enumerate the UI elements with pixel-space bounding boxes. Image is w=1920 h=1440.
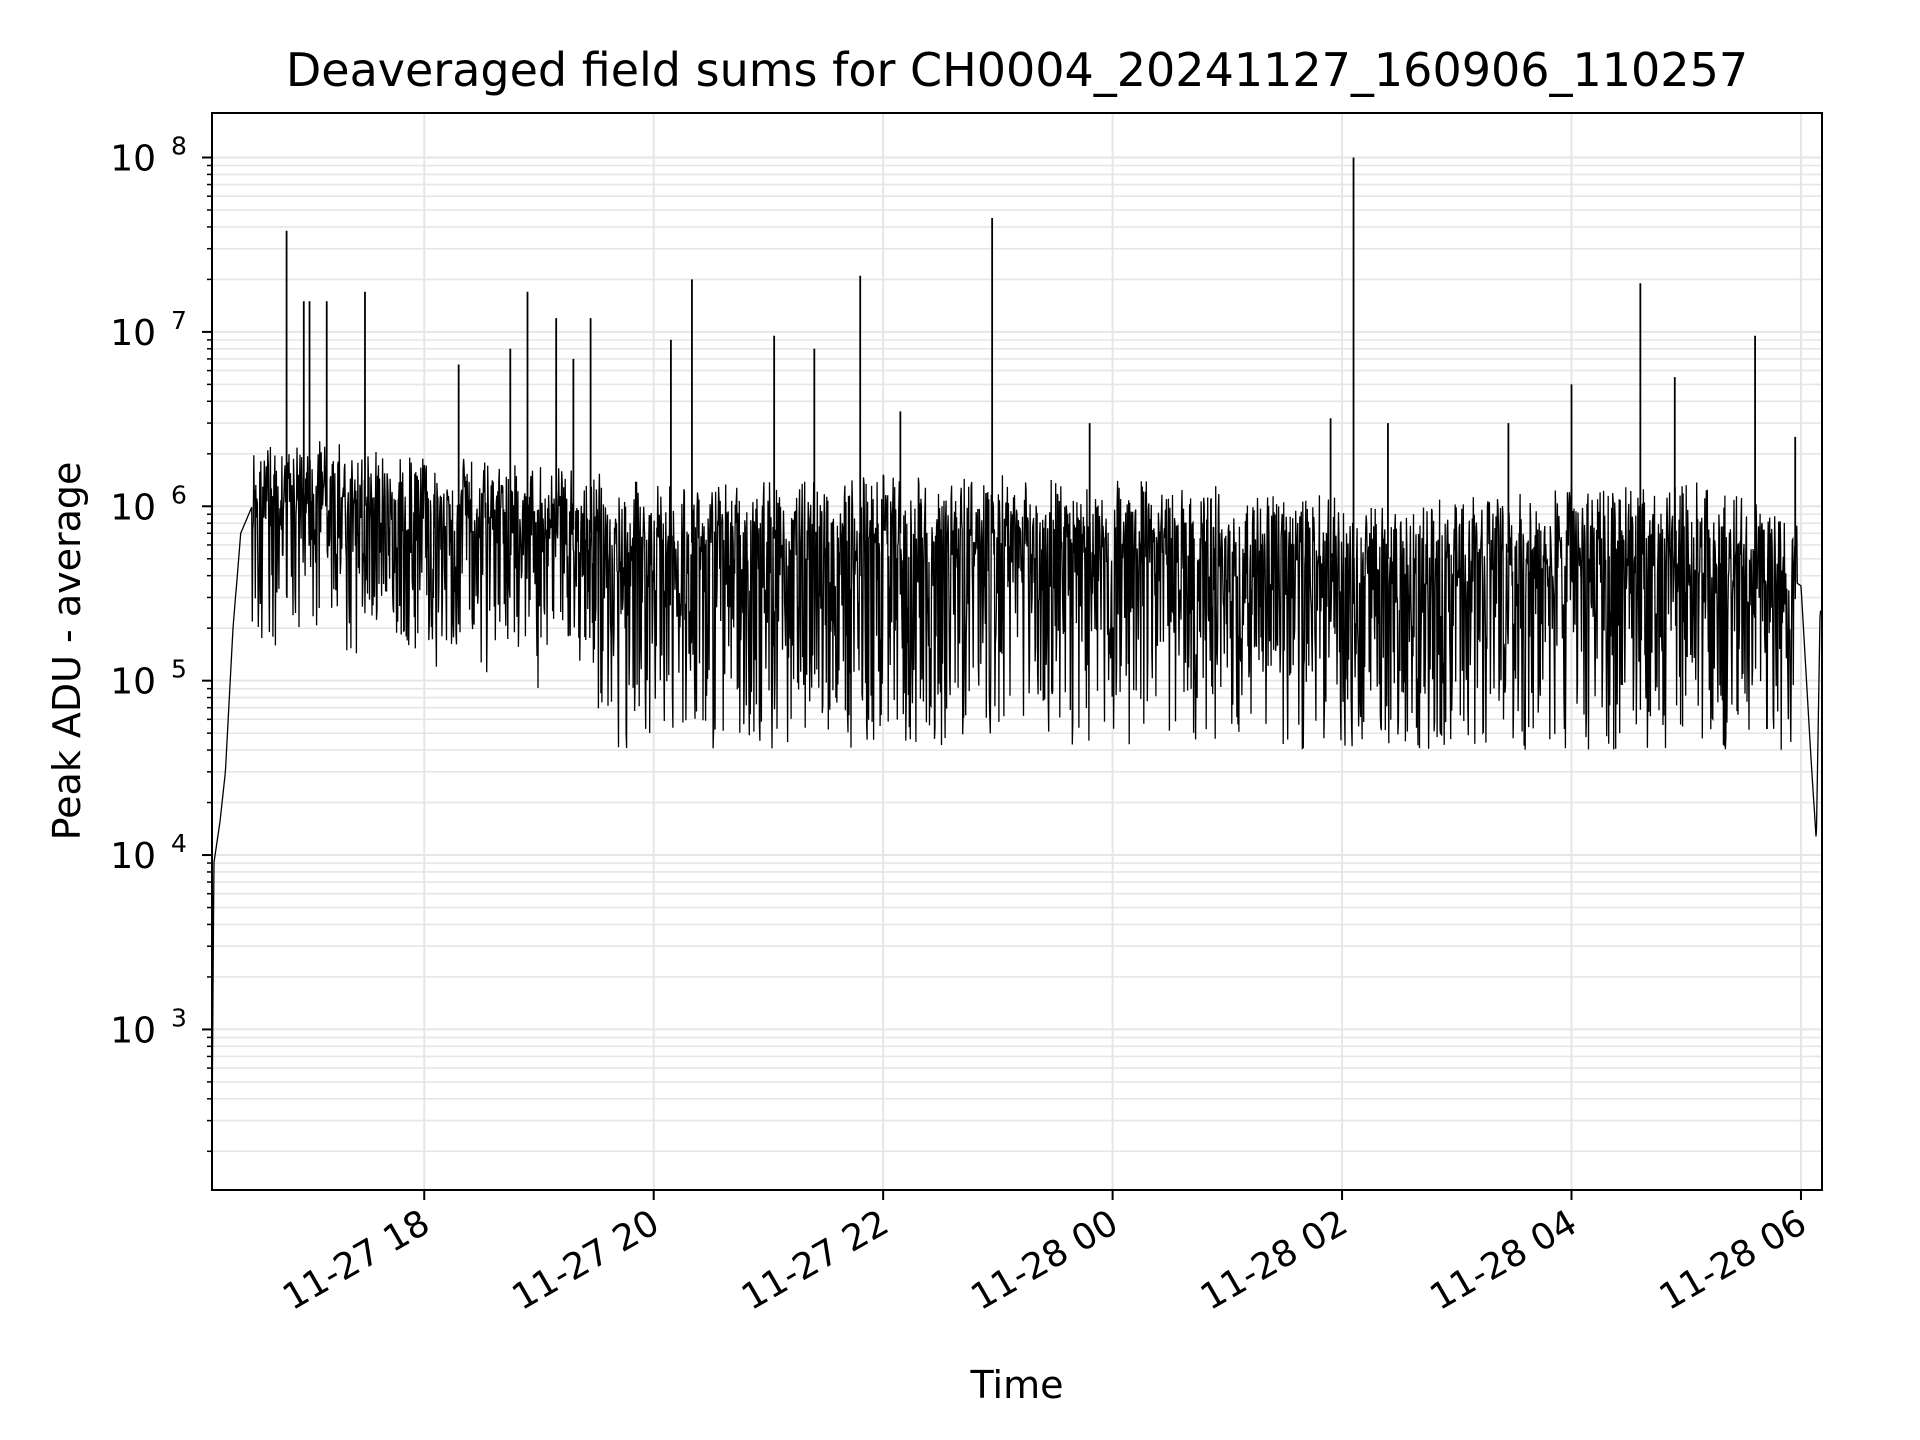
y-tick-exponent: 6 [171,480,187,509]
x-tick-label: 11-27 18 [276,1202,437,1318]
x-tick-label: 11-28 04 [1423,1202,1584,1318]
x-tick-label: 11-27 20 [506,1202,667,1318]
grid-layer [212,113,1822,1190]
x-tick-label: 11-28 02 [1194,1202,1355,1318]
x-tick-label: 11-28 06 [1653,1202,1814,1318]
x-axis-label: Time [970,1363,1064,1407]
y-tick-exponent: 7 [171,306,187,335]
y-tick-label: 10 [110,662,156,703]
y-tick-exponent: 5 [171,655,187,684]
series-line [211,441,1822,1135]
y-tick-label: 10 [110,836,156,877]
y-tick-exponent: 4 [171,829,187,858]
y-tick-label: 10 [110,313,156,354]
series-line-layer [211,157,1822,1135]
chart-title: Deaveraged field sums for CH0004_2024112… [286,43,1748,97]
y-axis-label: Peak ADU - average [45,462,89,841]
y-tick-label: 10 [110,139,156,180]
y-tick-label: 10 [110,1010,156,1051]
x-tick-label: 11-27 22 [735,1202,896,1318]
x-tick-label: 11-28 00 [964,1202,1125,1318]
plot-frame [211,112,1823,1191]
y-tick-exponent: 8 [171,132,187,161]
y-tick-exponent: 3 [171,1003,187,1032]
y-tick-label: 10 [110,487,156,528]
